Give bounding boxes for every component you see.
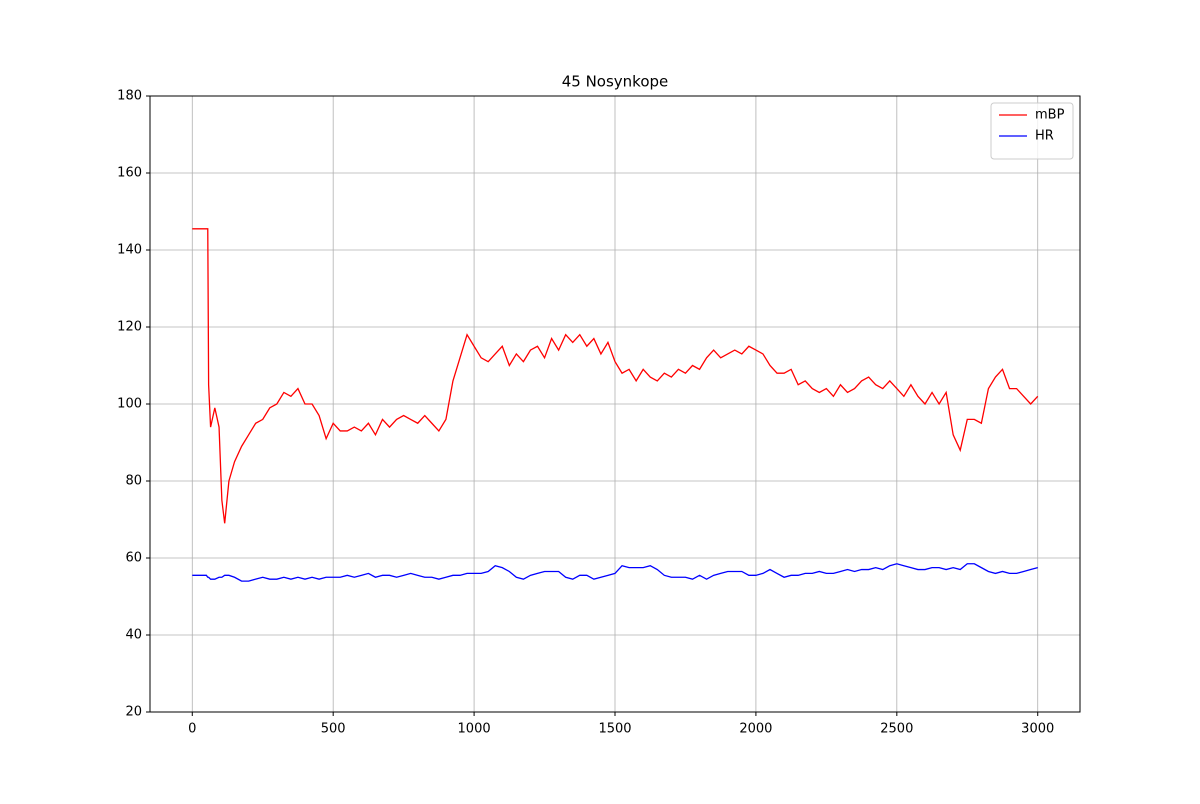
x-tick-label: 2000: [739, 722, 772, 737]
legend-label: HR: [1035, 129, 1054, 144]
y-tick-label: 40: [125, 628, 142, 643]
plot-frame: [149, 95, 1081, 713]
chart-title: 45 Nosynkope: [562, 73, 669, 91]
x-tick-label: 2500: [880, 722, 913, 737]
y-tick-label: 100: [117, 397, 142, 412]
series-line: [192, 228, 1039, 524]
legend: mBP HR: [990, 102, 1074, 160]
y-tick-label: 120: [117, 320, 142, 335]
y-tick-label: 140: [117, 243, 142, 258]
legend-box: [990, 102, 1074, 160]
y-tick-label: 60: [125, 551, 142, 566]
x-tick-label: 3000: [1021, 722, 1054, 737]
y-tick-label: 160: [117, 166, 142, 181]
x-tick-label: 0: [188, 722, 196, 737]
y-tick-label: 80: [125, 474, 142, 489]
y-tick-label: 180: [117, 89, 142, 104]
x-tick-label: 500: [321, 722, 346, 737]
legend-label: mBP: [1035, 108, 1065, 123]
y-tick-label: 20: [125, 705, 142, 720]
x-tick-label: 1500: [598, 722, 631, 737]
series-line: [192, 563, 1038, 582]
x-tick-label: 1000: [458, 722, 491, 737]
